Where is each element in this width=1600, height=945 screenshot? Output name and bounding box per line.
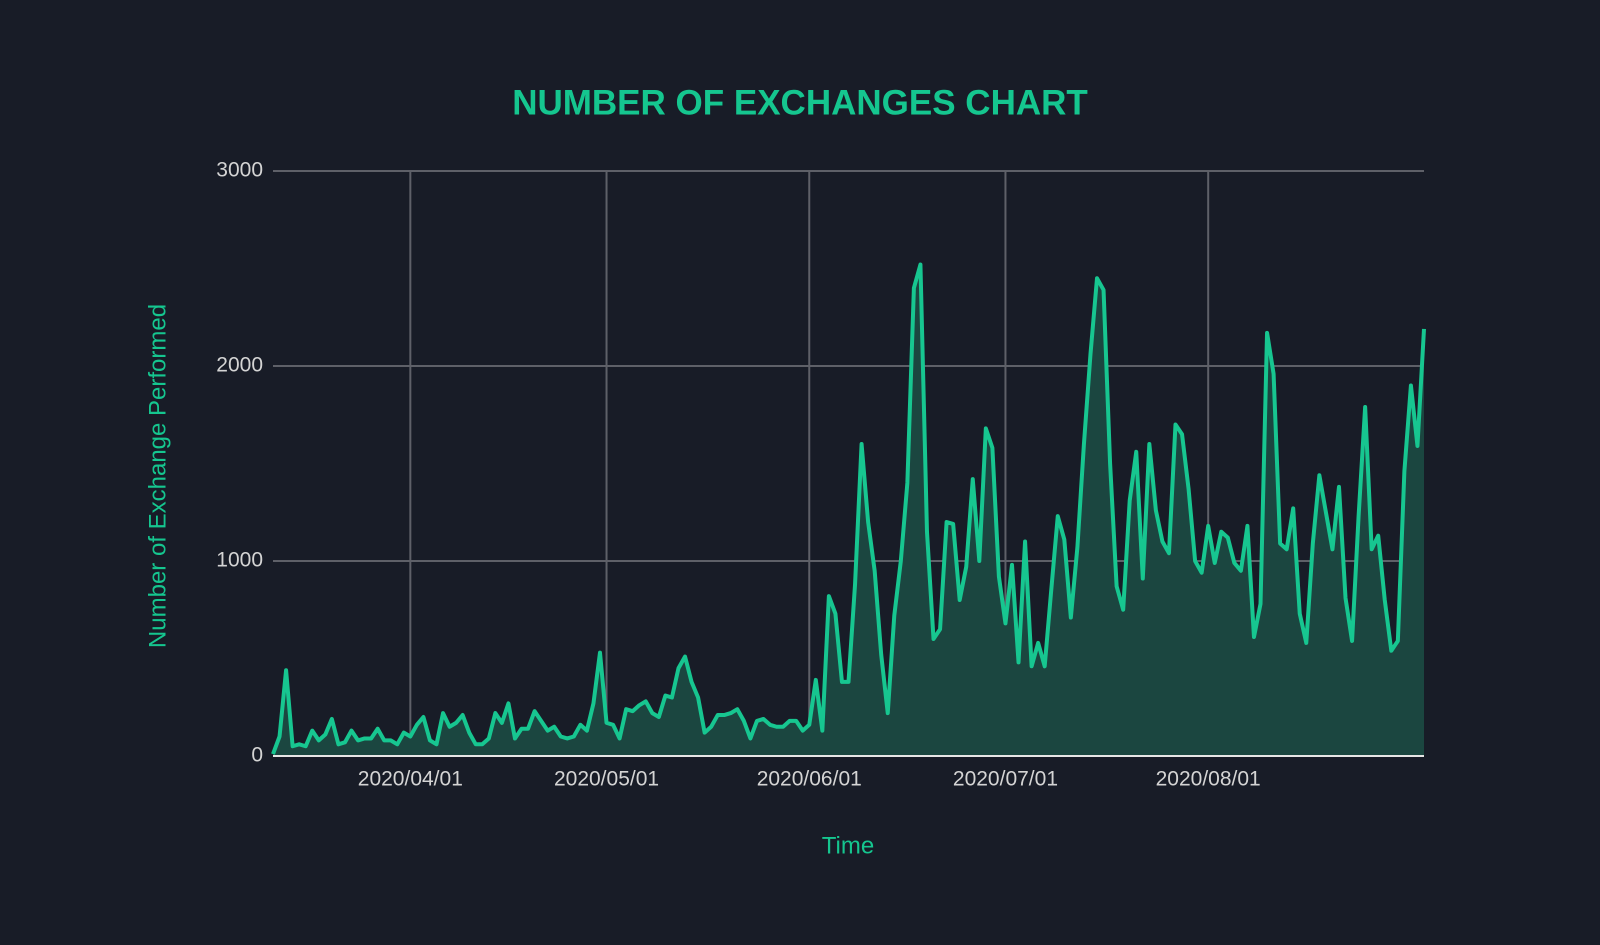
y-tick-label: 3000	[216, 159, 263, 182]
line	[271, 262, 1426, 755]
x-axis-label: Time	[822, 832, 874, 859]
x-tick-label: 2020/04/01	[358, 768, 463, 791]
y-tick-label: 2000	[216, 354, 263, 377]
area	[273, 264, 1424, 756]
y-axis-label: Number of Exchange Performed	[144, 304, 171, 648]
x-tick-label: 2020/07/01	[953, 768, 1058, 791]
x-tick-label: 2020/08/01	[1156, 768, 1261, 791]
x-tick-label: 2020/06/01	[757, 768, 862, 791]
x-tick-label: 2020/05/01	[554, 768, 659, 791]
chart-title: NUMBER OF EXCHANGES CHART	[512, 83, 1088, 122]
y-tick-label: 0	[251, 744, 263, 767]
y-tick-label: 1000	[216, 549, 263, 572]
